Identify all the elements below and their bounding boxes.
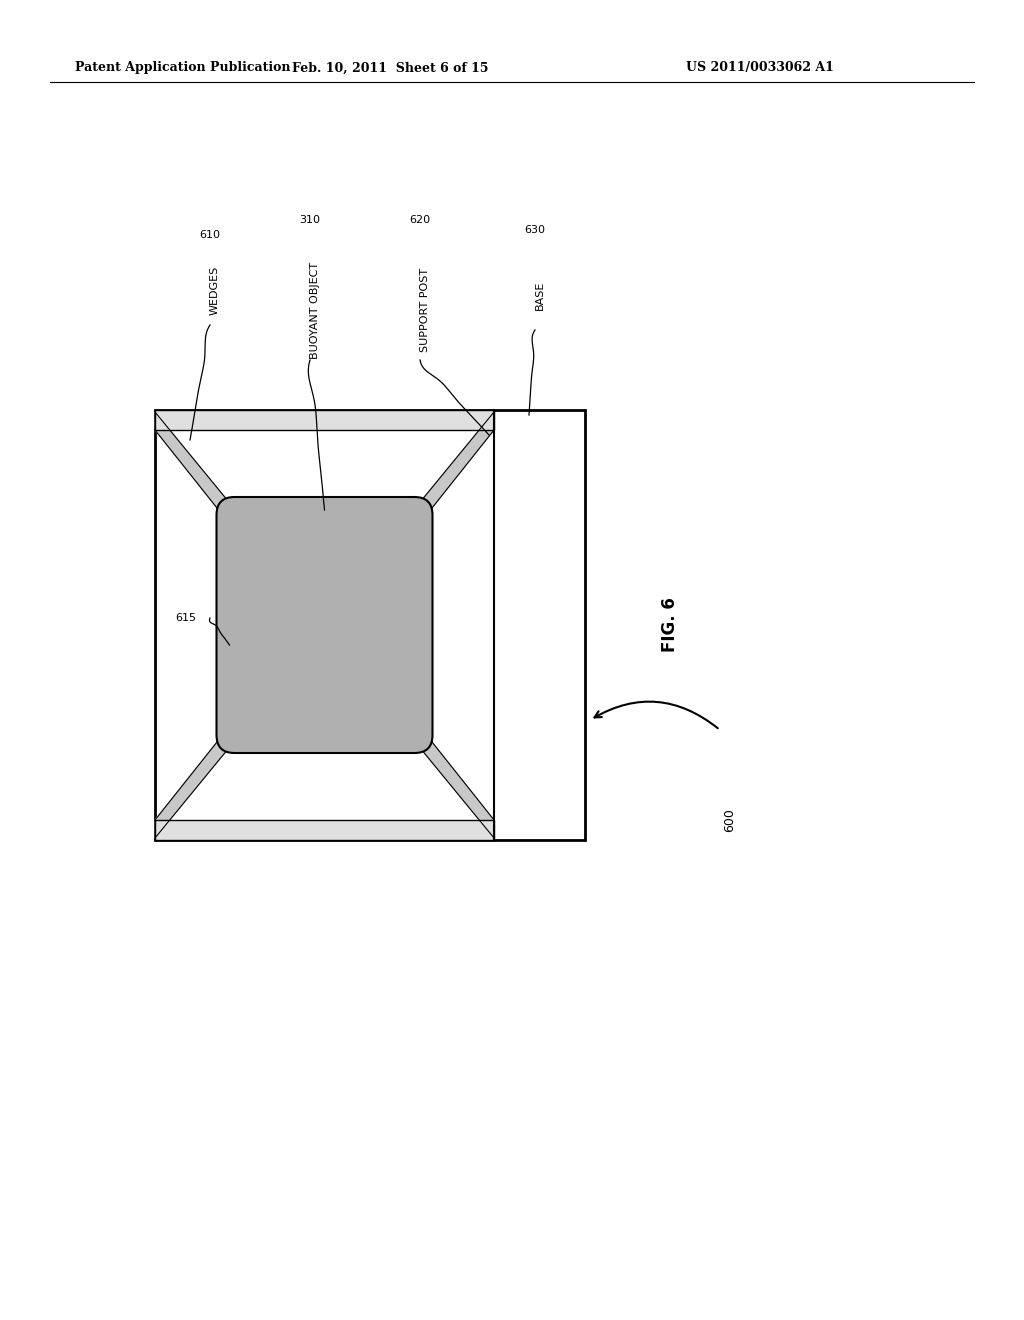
- Polygon shape: [410, 719, 494, 838]
- Text: 615: 615: [175, 612, 196, 623]
- Polygon shape: [155, 719, 240, 838]
- FancyBboxPatch shape: [216, 498, 432, 752]
- Text: Patent Application Publication: Patent Application Publication: [75, 62, 291, 74]
- Bar: [155, 820, 494, 840]
- Text: 620: 620: [410, 215, 430, 224]
- Text: WEDGES: WEDGES: [210, 265, 220, 314]
- Text: 610: 610: [200, 230, 220, 240]
- Text: Feb. 10, 2011  Sheet 6 of 15: Feb. 10, 2011 Sheet 6 of 15: [292, 62, 488, 74]
- Bar: [155, 411, 585, 840]
- Text: 600: 600: [724, 808, 736, 832]
- Text: BUOYANT OBJECT: BUOYANT OBJECT: [310, 261, 319, 359]
- Bar: [155, 411, 494, 430]
- FancyArrowPatch shape: [594, 702, 718, 729]
- Polygon shape: [410, 412, 494, 531]
- Text: 310: 310: [299, 215, 321, 224]
- Text: 630: 630: [524, 224, 546, 235]
- Text: BASE: BASE: [535, 280, 545, 310]
- Text: SUPPORT POST: SUPPORT POST: [420, 268, 430, 352]
- Polygon shape: [155, 412, 240, 531]
- Text: US 2011/0033062 A1: US 2011/0033062 A1: [686, 62, 834, 74]
- Text: FIG. 6: FIG. 6: [662, 598, 679, 652]
